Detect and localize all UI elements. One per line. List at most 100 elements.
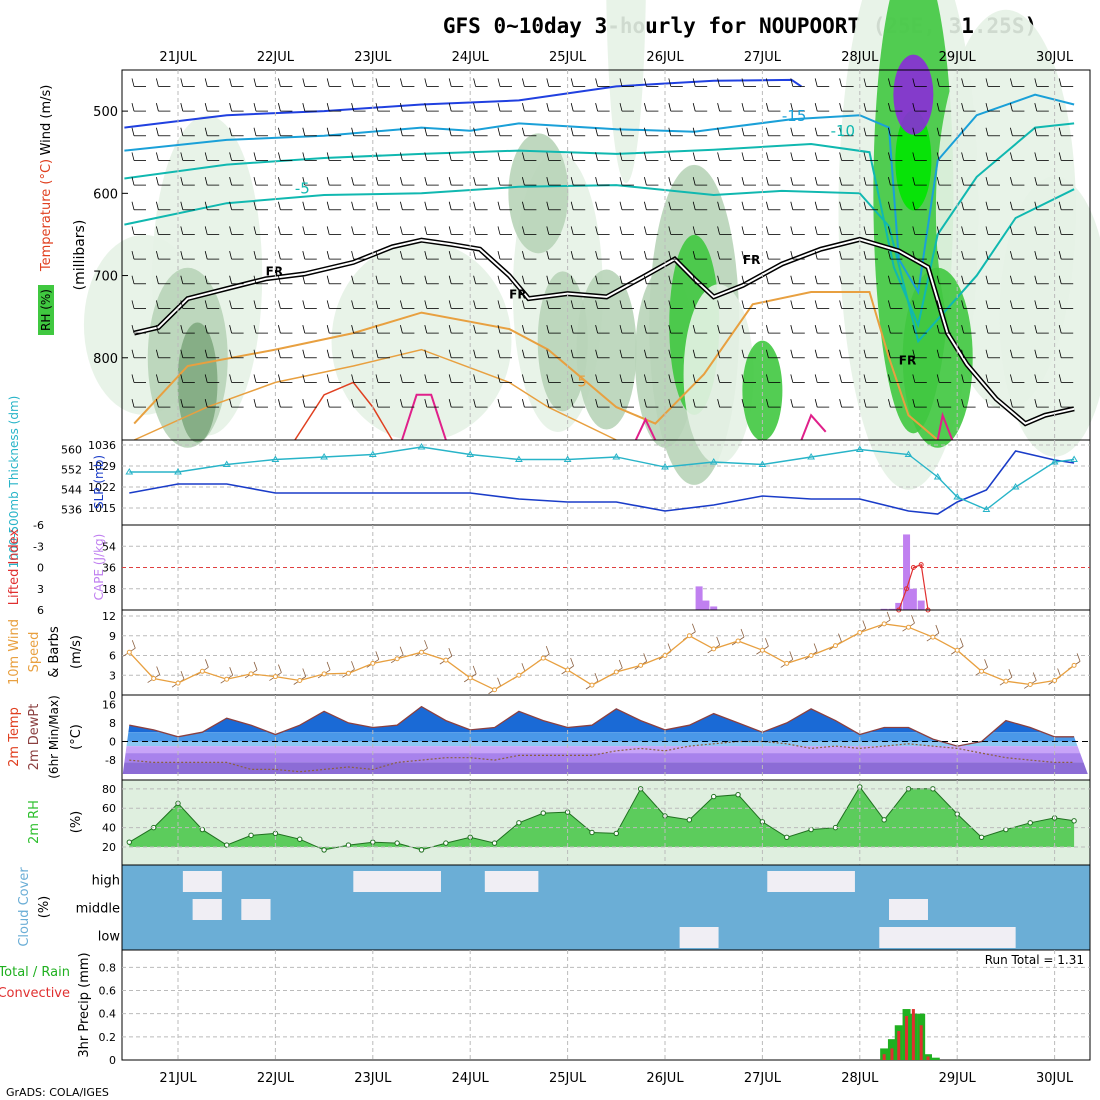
upper-wind-barb-feather	[766, 226, 769, 235]
upper-wind-barb-feather	[1034, 374, 1038, 383]
upper-wind-barb-feather	[766, 399, 769, 408]
upper-wind-barb-feather	[1034, 177, 1038, 186]
temperature-band	[122, 706, 1090, 733]
wind-speed-marker	[492, 687, 498, 693]
precip-total-bar	[880, 1048, 889, 1060]
surface-wind-barb-feather	[911, 615, 915, 624]
cape-tick-label: 36	[102, 562, 116, 575]
rh-tick-label: 80	[102, 783, 116, 796]
lifted-index-marker	[904, 586, 910, 592]
upper-wind-barb-feather	[424, 226, 428, 235]
upper-wind-barb-feather	[814, 152, 818, 161]
rh-marker	[248, 832, 254, 839]
pressure-tick-label: 500	[93, 105, 118, 120]
upper-wind-barb-feather	[448, 374, 452, 383]
upper-wind-barb-feather	[570, 226, 574, 235]
upper-wind-barb-feather	[741, 300, 745, 309]
precip-panel-frame	[121, 949, 1091, 1061]
wind-speed-marker	[199, 668, 205, 674]
upper-wind-barb-feather	[253, 103, 257, 112]
upper-wind-barb-feather	[400, 127, 403, 136]
upper-wind-barb-feather	[229, 78, 232, 87]
upper-wind-barb-feather	[961, 127, 964, 136]
upper-wind-barb-feather	[522, 325, 525, 334]
upper-wind-barb-feather	[326, 300, 330, 309]
upper-wind-barb-feather	[448, 177, 452, 186]
upper-wind-barb-feather	[400, 201, 403, 210]
upper-wind-barb-feather	[912, 275, 916, 284]
wind-speed-marker	[516, 672, 522, 678]
upper-wind-barb-feather	[156, 201, 159, 210]
upper-wind-barb-feather	[790, 349, 794, 358]
upper-wind-barb-feather	[839, 325, 842, 334]
upper-wind-barb-feather	[766, 374, 769, 383]
surface-wind-barb-feather	[375, 651, 380, 660]
upper-wind-barb-feather	[1058, 399, 1062, 408]
wind-speed-marker	[1003, 678, 1009, 684]
temperature-tick-label: 8	[109, 717, 116, 730]
thickness-marker	[174, 468, 182, 475]
upper-wind-barb-feather	[790, 399, 794, 408]
rh-marker	[418, 847, 425, 853]
freezing-level-label: FR	[266, 265, 283, 279]
surface-wind-barb-feather	[1076, 653, 1081, 662]
date-tick-top: 26JUL	[646, 50, 684, 65]
upper-wind-barb-feather	[1034, 399, 1038, 408]
upper-wind-barb-feather	[1034, 78, 1038, 87]
upper-wind-barb-feather	[375, 78, 379, 87]
thickness-tick-label: 552	[61, 464, 82, 477]
upper-wind-barb-feather	[668, 374, 672, 383]
upper-wind-barb-feather	[424, 152, 428, 161]
surface-wind-barb-feather	[278, 664, 282, 673]
upper-wind-barb-feather	[839, 399, 842, 408]
upper-wind-barb-feather	[985, 201, 989, 210]
temperature-axis-label-1: 2m Temp	[7, 707, 22, 767]
upper-wind-barb-feather	[741, 78, 745, 87]
upper-wind-barb-feather	[839, 177, 842, 186]
isotherm-15c-a	[401, 393, 447, 441]
date-tick-bottom: 25JUL	[549, 1071, 587, 1086]
thickness-marker	[320, 453, 328, 460]
upper-wind-barb-feather	[570, 349, 574, 358]
upper-wind-barb-feather	[888, 275, 891, 284]
thickness-marker	[563, 455, 572, 462]
upper-wind-barb-feather	[400, 226, 403, 235]
lifted-index-axis-label: Lifted Index	[7, 528, 22, 605]
wind-speed-marker	[224, 676, 230, 682]
upper-wind-barb-feather	[302, 177, 306, 186]
upper-wind-barb-feather	[131, 152, 135, 161]
upper-wind-barb-feather	[522, 251, 525, 260]
upper-wind-barb-feather	[424, 201, 428, 210]
upper-wind-barb-feather	[912, 374, 916, 383]
upper-wind-barb-feather	[229, 152, 232, 161]
upper-wind-barb-feather	[278, 78, 281, 87]
upper-wind-barb-feather	[204, 374, 208, 383]
upper-wind-barb-feather	[741, 226, 745, 235]
upper-wind-barb-feather	[1010, 275, 1013, 284]
upper-wind-barb-feather	[766, 349, 769, 358]
thickness-marker	[904, 450, 913, 457]
upper-wind-barb-feather	[497, 152, 501, 161]
rh-region	[508, 133, 569, 254]
upper-wind-barb-feather	[400, 300, 403, 309]
upper-wind-barb-feather	[570, 325, 574, 334]
upper-wind-barb-feather	[278, 275, 281, 284]
surface-wind-barb-feather	[229, 667, 234, 676]
upper-wind-barb-feather	[229, 201, 232, 210]
upper-wind-barb-feather	[985, 78, 989, 87]
temperature-band	[122, 741, 1090, 747]
wind-speed-marker	[638, 662, 644, 668]
upper-wind-barb-feather	[473, 275, 476, 284]
rh-marker	[443, 840, 449, 846]
upper-wind-barb-feather	[473, 152, 476, 161]
rh-marker	[297, 836, 303, 842]
surface-wind-barb-feather	[643, 653, 648, 662]
upper-wind-barb-feather	[1058, 325, 1062, 334]
lifted-index-marker	[918, 562, 924, 568]
upper-wind-barb-feather	[546, 399, 550, 408]
wind-speed-marker	[1071, 662, 1077, 668]
cloud-layer-label: low	[98, 930, 121, 945]
date-tick-top: 27JUL	[744, 50, 782, 65]
upper-wind-barb-feather	[1034, 103, 1038, 112]
